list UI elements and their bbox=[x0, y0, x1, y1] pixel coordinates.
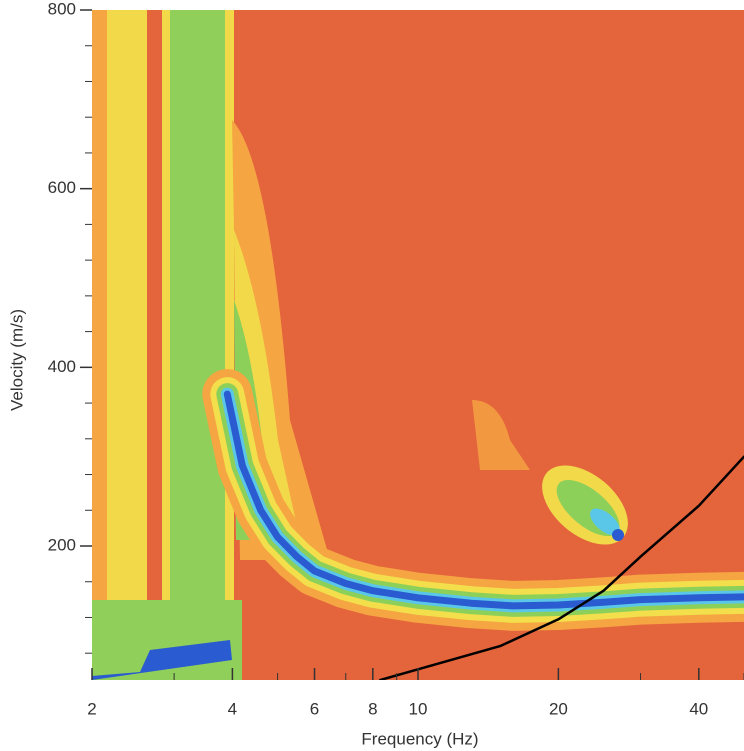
y-axis-label: Velocity (m/s) bbox=[7, 309, 26, 411]
y-tick-label: 600 bbox=[48, 178, 76, 197]
y-tick-label: 400 bbox=[48, 357, 76, 376]
x-tick-label: 20 bbox=[549, 699, 568, 718]
x-tick-label: 6 bbox=[310, 699, 319, 718]
series-line bbox=[379, 455, 744, 680]
field-band bbox=[170, 10, 225, 680]
y-tick-label: 200 bbox=[48, 535, 76, 554]
plot-area bbox=[92, 10, 744, 680]
x-tick-label: 4 bbox=[228, 699, 237, 718]
field-patch bbox=[472, 400, 530, 470]
y-tick-label: 800 bbox=[48, 0, 76, 18]
axes: 2 4 6 8 10 20 40 200 400 600 800 bbox=[48, 0, 744, 718]
field-patch bbox=[92, 640, 232, 680]
field-band bbox=[92, 10, 107, 680]
ridge-line bbox=[223, 390, 744, 610]
series-layer bbox=[202, 369, 744, 680]
x-tick-label: 8 bbox=[368, 699, 377, 718]
field-patch bbox=[612, 529, 624, 541]
x-axis-label: Frequency (Hz) bbox=[361, 729, 478, 748]
field-patch bbox=[590, 508, 620, 536]
x-tick-label: 40 bbox=[689, 699, 708, 718]
x-tick-label: 2 bbox=[87, 699, 96, 718]
x-tick-label: 10 bbox=[409, 699, 428, 718]
